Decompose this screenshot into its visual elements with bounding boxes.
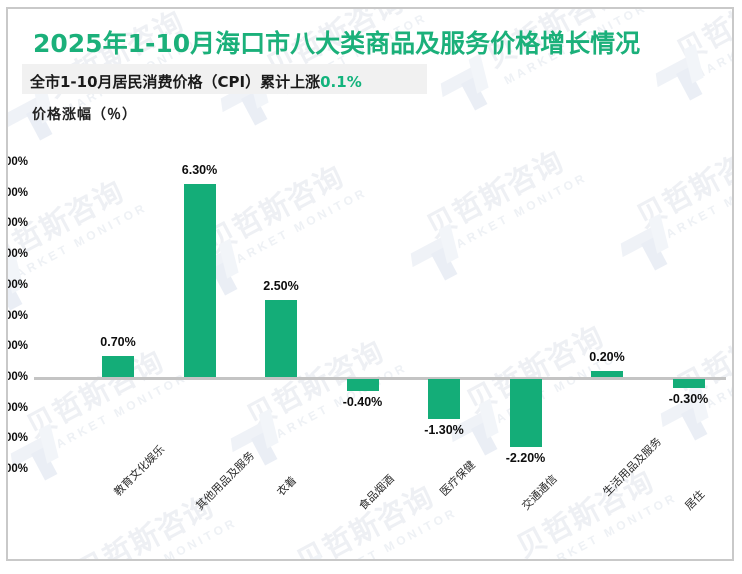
bar-value-label: -0.30% — [668, 392, 709, 407]
bar-2[interactable] — [183, 183, 216, 377]
subtitle-highlight-value: 0.1% — [320, 73, 362, 91]
x-axis-category-label: 其他用品及服务 — [192, 448, 257, 513]
bar-6[interactable] — [509, 379, 542, 447]
bar-3[interactable] — [265, 300, 297, 377]
bar-value-label: 2.50% — [263, 279, 299, 294]
bar-value-label: 0.20% — [589, 349, 625, 364]
y-axis-tick-label: 6.00% — [6, 186, 28, 199]
x-axis-category-label: 食品烟酒 — [355, 472, 397, 513]
y-axis-tick-label: 7.00% — [6, 156, 28, 168]
bar-value-label: -1.30% — [424, 422, 464, 437]
bar-value-label: -2.20% — [505, 450, 546, 465]
x-axis-category-label: 交通通信 — [518, 472, 560, 513]
y-axis-caption: 价格涨幅（％） — [32, 107, 137, 123]
y-axis-tick-label: -2.00% — [6, 432, 28, 445]
y-axis-tick-label: 2.00% — [6, 309, 28, 322]
bar-chart-plot: 7.00% 6.00% 5.00% 4.00% 3.00% 2.00% 1.00% 0.00%… — [6, 9, 732, 559]
y-axis-tick-label: 1.00% — [6, 340, 28, 353]
bar-value-label: 6.30% — [181, 162, 218, 177]
y-axis-tick-label: 4.00% — [6, 248, 28, 261]
bar-7[interactable] — [591, 370, 623, 377]
bar-8[interactable] — [672, 379, 705, 389]
zero-axis-line — [34, 377, 726, 380]
y-axis-tick-label: 5.00% — [6, 217, 28, 230]
y-axis-tick-label: -3.00% — [6, 463, 28, 476]
y-axis-tick-label: 3.00% — [6, 278, 28, 291]
bar-value-label: 0.70% — [100, 334, 136, 349]
x-axis-category-label: 衣着 — [274, 473, 300, 499]
bar-5[interactable] — [428, 379, 460, 419]
subtitle-text: 全市1-10月居民消费价格（CPI）累计上涨 — [30, 73, 321, 91]
x-axis-category-label: 居住 — [681, 487, 707, 513]
y-axis-tick-label: -1.00% — [6, 401, 28, 414]
bar-value-label: -0.40% — [342, 395, 383, 410]
bar-4[interactable] — [346, 379, 379, 392]
x-axis-category-label: 医疗保健 — [437, 458, 478, 499]
bar-1[interactable] — [102, 355, 134, 377]
y-axis-tick-label: 0.00% — [6, 371, 28, 383]
x-axis-category-label: 生活用品及服务 — [600, 434, 665, 499]
chart-subtitle: 全市1-10月居民消费价格（CPI）累计上涨0.1% — [30, 71, 362, 92]
x-axis-category-label: 教育文化娱乐 — [111, 442, 168, 499]
page-title: 2025年1-10月海口市八大类商品及服务价格增长情况 — [33, 29, 641, 58]
